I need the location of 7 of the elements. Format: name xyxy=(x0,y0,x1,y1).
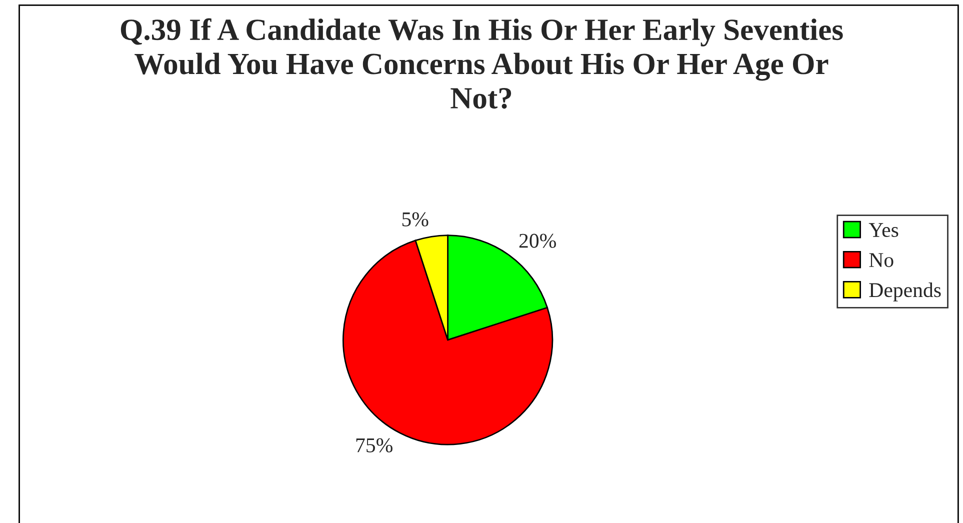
legend-label: Yes xyxy=(868,223,898,238)
chart-title: Q.39 If A Candidate Was In His Or Her Early Seventies Would You Have Concerns About His Or Her Age Or Not? xyxy=(120,18,843,109)
data-label: 75% xyxy=(356,438,392,452)
data-label: 20% xyxy=(519,234,556,248)
data-label: 5% xyxy=(402,212,428,226)
legend-label: No xyxy=(869,253,894,268)
legend-label: Depends xyxy=(869,282,941,302)
